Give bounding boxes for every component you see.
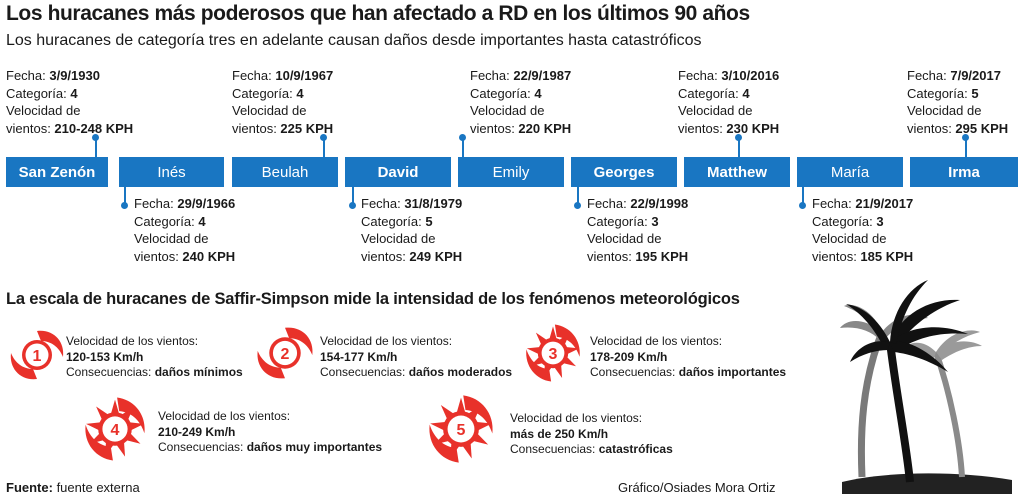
graphic-credit: Gráfico/Osiades Mora Ortiz [618, 480, 776, 495]
category-number: 1 [33, 348, 42, 365]
scale-category-3: Velocidad de los vientos: 178-209 Km/h C… [590, 334, 787, 379]
category-number: 2 [281, 346, 290, 363]
hurricane-info-beulah: Fecha: 10/9/1967 Categoría: 4 Velocidad … [232, 68, 334, 136]
source-note: Fuente: fuente externa [6, 480, 140, 495]
hurricane-info-emily: Fecha: 22/9/1987 Categoría: 4 Velocidad … [470, 68, 572, 136]
hurricane-band-david: David [345, 157, 451, 187]
connector-dot [121, 202, 128, 209]
scale-category-2: Velocidad de los vientos: 154-177 Km/h C… [320, 334, 513, 379]
hurricane-band-san-zenon: San Zenón [6, 157, 108, 187]
connector-matthew [738, 137, 740, 157]
hurricane-band-georges: Georges [571, 157, 677, 187]
category-number: 5 [457, 422, 466, 439]
category-number: 4 [111, 422, 120, 439]
hurricane-info-georges: Fecha: 22/9/1998 Categoría: 3 Velocidad … [587, 196, 689, 264]
hurricane-band-ines: Inés [119, 157, 224, 187]
hurricane-info-matthew: Fecha: 3/10/2016 Categoría: 4 Velocidad … [678, 68, 780, 136]
scale-category-5: Velocidad de los vientos: más de 250 Km/… [510, 411, 673, 456]
connector-dot [735, 134, 742, 141]
connector-irma [965, 137, 967, 157]
hurricane-info-san-zenon: Fecha: 3/9/1930 Categoría: 4 Velocidad d… [6, 68, 134, 136]
scale-category-1: Velocidad de los vientos: 120-153 Km/h C… [66, 334, 243, 379]
hurricane-band-beulah: Beulah [232, 157, 338, 187]
hurricane-band-maria: María [797, 157, 903, 187]
hurricane-category-2-icon: 2 [257, 327, 313, 379]
connector-dot [320, 134, 327, 141]
connector-georges [577, 187, 579, 205]
scale-title: La escala de huracanes de Saffir-Simpson… [6, 290, 740, 308]
hurricane-info-ines: Fecha: 29/9/1966 Categoría: 4 Velocidad … [134, 196, 236, 264]
connector-beulah [323, 137, 325, 157]
page-subtitle: Los huracanes de categoría tres en adela… [6, 32, 702, 49]
connector-david [352, 187, 354, 205]
hurricane-band-irma: Irma [910, 157, 1018, 187]
scale-category-4: Velocidad de los vientos: 210-249 Km/h C… [158, 409, 383, 454]
connector-emily [462, 137, 464, 157]
hurricane-category-1-icon: 1 [10, 330, 64, 380]
hurricane-category-4-icon: 4 [85, 397, 145, 461]
connector-maria [802, 187, 804, 205]
connector-dot [962, 134, 969, 141]
connector-dot [574, 202, 581, 209]
connector-dot [799, 202, 806, 209]
hurricane-band-matthew: Matthew [684, 157, 790, 187]
hurricane-info-david: Fecha: 31/8/1979 Categoría: 5 Velocidad … [361, 196, 463, 264]
connector-dot [92, 134, 99, 141]
hurricane-category-3-icon: 3 [526, 324, 580, 382]
hurricane-category-5-icon: 5 [429, 395, 493, 463]
palm-trees-icon [840, 280, 1012, 494]
connector-ines [124, 187, 126, 205]
connector-san-zenon [95, 137, 97, 157]
category-number: 3 [549, 346, 558, 363]
hurricane-info-maria: Fecha: 21/9/2017 Categoría: 3 Velocidad … [812, 196, 914, 264]
hurricane-info-irma: Fecha: 7/9/2017 Categoría: 5 Velocidad d… [907, 68, 1009, 136]
hurricane-band-emily: Emily [458, 157, 564, 187]
page-title: Los huracanes más poderosos que han afec… [6, 2, 750, 25]
connector-dot [459, 134, 466, 141]
connector-dot [349, 202, 356, 209]
